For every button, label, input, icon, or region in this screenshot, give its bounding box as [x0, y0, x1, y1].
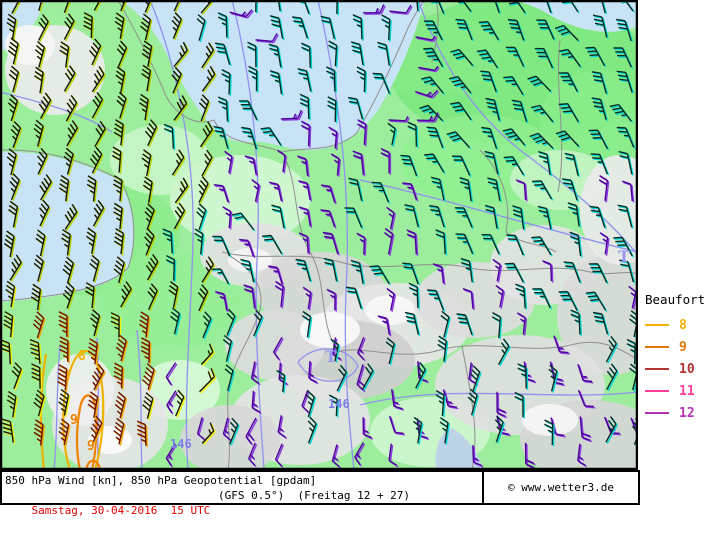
map-label-T: T	[618, 247, 630, 266]
legend-label: 11	[679, 383, 695, 399]
copyright-box: © www.wetter3.de	[482, 470, 640, 505]
map-label-9: 9	[70, 413, 78, 428]
legend-entry-12: 12	[640, 402, 704, 424]
legend-label: 9	[679, 339, 687, 355]
legend-label: 8	[679, 317, 687, 333]
map-label-146: 146	[170, 437, 192, 451]
legend-entry-9: 9	[640, 336, 704, 358]
weather-map-page: { "footer": { "line1": "850 hPa Wind [kn…	[0, 0, 704, 517]
map-datetime: Samstag, 30-04-2016 15 UTC	[31, 504, 211, 517]
copyright-text: © www.wetter3.de	[508, 481, 614, 494]
footer-line2: Samstag, 30-04-2016 15 UTC (GFS 0.5°) (F…	[5, 488, 482, 548]
legend-title: Beaufort	[645, 292, 704, 307]
legend-line-icon	[645, 368, 669, 370]
map-label-8: 8	[78, 349, 86, 364]
model-run-info: (GFS 0.5°) (Freitag 12 + 27)	[218, 489, 411, 502]
legend-entry-10: 10	[640, 358, 704, 380]
legend-line-icon	[645, 412, 669, 414]
map-label-T: T	[325, 347, 337, 366]
legend-entry-11: 11	[640, 380, 704, 402]
legend-line-icon	[645, 390, 669, 392]
legend-entry-8: 8	[640, 314, 704, 336]
map-label-9: 9	[87, 439, 95, 454]
weather-map: 8 9 9 146 146 T T	[0, 0, 638, 470]
legend-line-icon	[645, 346, 669, 348]
beaufort-legend: Beaufort 8 9 10 11 12	[640, 292, 704, 424]
legend-label: 12	[679, 405, 695, 421]
footer-info-box: 850 hPa Wind [kn], 850 hPa Geopotential …	[0, 470, 484, 517]
legend-entries: 8 9 10 11 12	[640, 314, 704, 424]
map-title: 850 hPa Wind [kn], 850 hPa Geopotential …	[5, 474, 317, 487]
legend-line-icon	[645, 324, 669, 326]
legend-label: 10	[679, 361, 695, 377]
map-svg: 8 99 146 146 T T	[0, 0, 638, 470]
map-label-146: 146	[328, 397, 350, 411]
